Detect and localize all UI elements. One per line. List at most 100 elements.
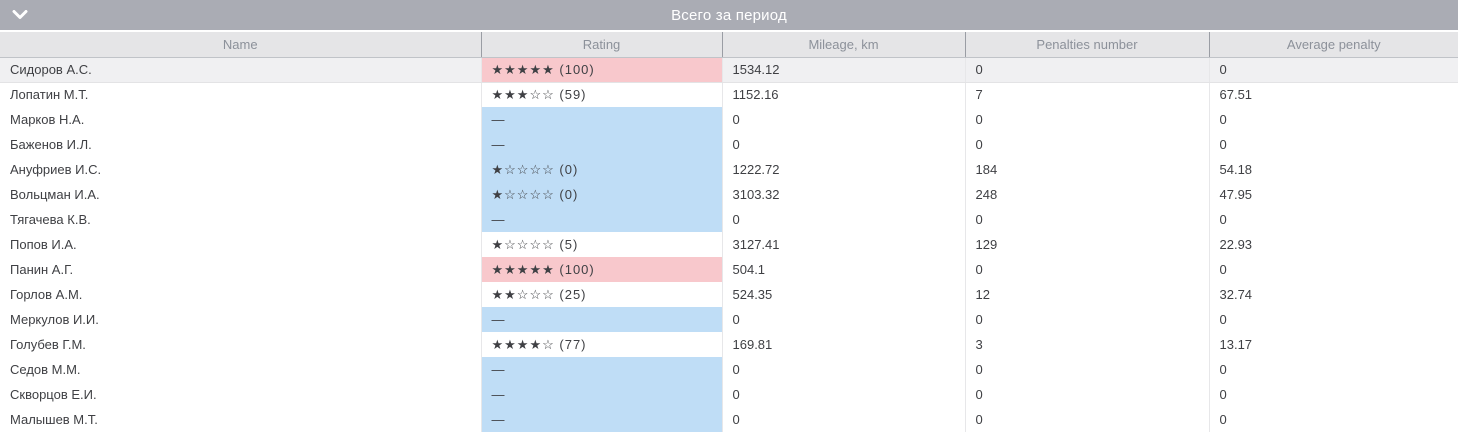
penalties-cell: 12 [965, 282, 1210, 307]
penalties-cell: 0 [965, 257, 1210, 282]
avg-penalty-cell: 0 [1219, 312, 1227, 327]
table-row[interactable]: Попов И.А. ★☆☆☆☆ (5) 3127.41 129 22.93 [0, 232, 1458, 257]
table-row[interactable]: Панин А.Г. ★★★★★ (100) 504.1 0 0 [0, 257, 1458, 282]
table-row[interactable]: Горлов А.М. ★★☆☆☆ (25) 524.35 12 32.74 [0, 282, 1458, 307]
rating-cell: — [481, 132, 723, 157]
avg-penalty-cell: 22.93 [1219, 237, 1253, 252]
panel-header[interactable]: Всего за период [0, 0, 1458, 30]
panel-title: Всего за период [671, 6, 787, 24]
avg-penalty-cell: 0 [1219, 112, 1227, 127]
mileage-cell: 169.81 [722, 332, 966, 357]
penalties-cell: 248 [965, 182, 1210, 207]
table-row[interactable]: Вольцман И.А. ★☆☆☆☆ (0) 3103.32 248 47.95 [0, 182, 1458, 207]
rating-cell: ★★★☆☆ (59) [481, 82, 723, 107]
table-row[interactable]: Скворцов Е.И. —0 0 0 [0, 382, 1458, 407]
rating-cell: — [481, 307, 723, 332]
table-row[interactable]: Сидоров А.С. ★★★★★ (100) 1534.12 0 0 [0, 57, 1458, 83]
name-cell: Ануфриев И.С. [0, 157, 482, 182]
mileage-cell: 0 [722, 107, 966, 132]
name-cell: Панин А.Г. [0, 257, 482, 282]
name-cell: Меркулов И.И. [0, 307, 482, 332]
rating-cell: — [481, 107, 723, 132]
table-row[interactable]: Седов М.М. —0 0 0 [0, 357, 1458, 382]
name-cell: Голубев Г.М. [0, 332, 482, 357]
penalties-cell: 0 [965, 207, 1210, 232]
mileage-cell: 1152.16 [722, 82, 966, 107]
avg-penalty-cell: 67.51 [1219, 87, 1253, 103]
name-cell: Баженов И.Л. [0, 132, 482, 157]
penalties-cell: 7 [965, 82, 1210, 107]
avg-penalty-cell: 47.95 [1219, 187, 1253, 202]
chevron-down-icon[interactable] [11, 7, 29, 23]
penalties-cell: 0 [965, 57, 1210, 83]
mileage-cell: 0 [722, 357, 966, 382]
name-cell: Тягачева К.В. [0, 207, 482, 232]
mileage-cell: 1222.72 [722, 157, 966, 182]
name-cell: Малышев М.Т. [0, 407, 482, 432]
rating-cell: — [481, 407, 723, 432]
penalties-cell: 0 [965, 382, 1210, 407]
mileage-cell: 0 [722, 132, 966, 157]
name-cell: Скворцов Е.И. [0, 382, 482, 407]
avg-penalty-cell: 0 [1219, 262, 1227, 277]
avg-penalty-cell: 32.74 [1219, 287, 1253, 302]
mileage-cell: 3103.32 [722, 182, 966, 207]
name-cell: Горлов А.М. [0, 282, 482, 307]
penalties-cell: 0 [965, 357, 1210, 382]
table-row[interactable]: Ануфриев И.С. ★☆☆☆☆ (0) 1222.72 184 54.18 [0, 157, 1458, 182]
penalties-cell: 184 [965, 157, 1210, 182]
mileage-cell: 0 [722, 407, 966, 432]
column-header-mileage[interactable]: Mileage, km [722, 32, 966, 58]
table-row[interactable]: Марков Н.А. —0 0 0 [0, 107, 1458, 132]
mileage-cell: 0 [722, 307, 966, 332]
penalties-cell: 0 [965, 132, 1210, 157]
column-header-average-penalty[interactable]: Average penalty [1209, 32, 1458, 58]
table-header-row: Name Rating Mileage, km Penalties number… [0, 32, 1458, 58]
penalties-cell: 129 [965, 232, 1210, 257]
table-row[interactable]: Голубев Г.М. ★★★★☆ (77) 169.81 3 13.17 [0, 332, 1458, 357]
rating-cell: ★★★★☆ (77) [481, 332, 723, 357]
avg-penalty-cell: 0 [1209, 57, 1458, 83]
mileage-cell: 0 [722, 207, 966, 232]
avg-penalty-cell: 13.17 [1219, 337, 1253, 352]
rating-cell: ★☆☆☆☆ (0) [481, 182, 723, 207]
name-cell: Попов И.А. [0, 232, 482, 257]
rating-cell: — [481, 382, 723, 407]
mileage-cell: 0 [722, 382, 966, 407]
rating-cell: ★☆☆☆☆ (5) [481, 232, 723, 257]
name-cell: Марков Н.А. [0, 107, 482, 132]
rating-cell: ★★★★★ (100) [481, 257, 723, 282]
avg-penalty-cell: 0 [1219, 387, 1227, 402]
rating-cell: — [481, 207, 723, 232]
rating-cell: ★★★★★ (100) [481, 57, 723, 83]
table-row[interactable]: Малышев М.Т. —0 0 0 [0, 407, 1458, 432]
column-header-penalties[interactable]: Penalties number [965, 32, 1210, 58]
rating-cell: — [481, 357, 723, 382]
name-cell: Вольцман И.А. [0, 182, 482, 207]
avg-penalty-cell: 0 [1219, 362, 1227, 377]
table-row[interactable]: Тягачева К.В. —0 0 0 [0, 207, 1458, 232]
avg-penalty-cell: 0 [1219, 412, 1227, 427]
penalties-cell: 0 [965, 107, 1210, 132]
table-body: Сидоров А.С. ★★★★★ (100) 1534.12 0 0 Лопатин … [0, 57, 1458, 432]
name-cell: Сидоров А.С. [0, 57, 482, 83]
table-row[interactable]: Лопатин М.Т. ★★★☆☆ (59) 1152.16 7 67.51 [0, 82, 1458, 107]
column-header-name[interactable]: Name [0, 32, 482, 58]
table-row[interactable]: Меркулов И.И. —0 0 0 [0, 307, 1458, 332]
drivers-summary-table: Name Rating Mileage, km Penalties number… [0, 32, 1458, 432]
penalties-cell: 3 [965, 332, 1210, 357]
name-cell: Лопатин М.Т. [0, 82, 482, 107]
rating-cell: ★☆☆☆☆ (0) [481, 157, 723, 182]
avg-penalty-cell: 0 [1219, 137, 1227, 152]
mileage-cell: 3127.41 [722, 232, 966, 257]
rating-cell: ★★☆☆☆ (25) [481, 282, 723, 307]
name-cell: Седов М.М. [0, 357, 482, 382]
mileage-cell: 1534.12 [722, 57, 966, 83]
avg-penalty-cell: 0 [1219, 212, 1227, 227]
penalties-cell: 0 [965, 307, 1210, 332]
mileage-cell: 524.35 [722, 282, 966, 307]
penalties-cell: 0 [965, 407, 1210, 432]
column-header-rating[interactable]: Rating [481, 32, 723, 58]
table-row[interactable]: Баженов И.Л. —0 0 0 [0, 132, 1458, 157]
